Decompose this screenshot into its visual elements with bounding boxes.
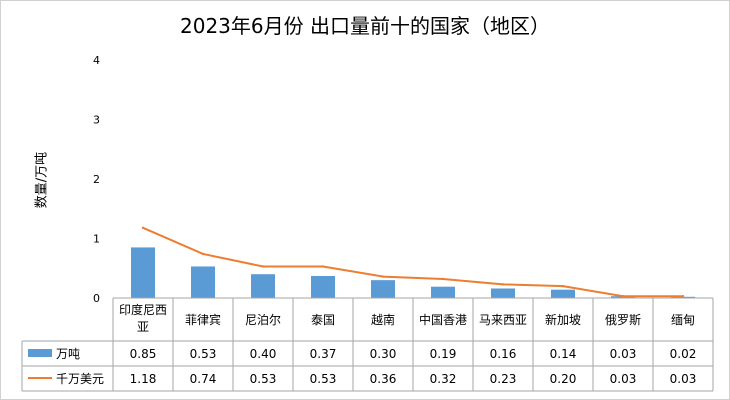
table-cell: 1.18 bbox=[130, 372, 157, 386]
category-label: 尼泊尔 bbox=[245, 312, 281, 327]
table-cell: 0.32 bbox=[430, 372, 457, 386]
line-point bbox=[261, 265, 265, 268]
category-label: 俄罗斯 bbox=[605, 313, 641, 327]
category-label: 印度尼西亚 bbox=[119, 302, 167, 334]
category-label: 新加坡 bbox=[545, 312, 581, 327]
bar bbox=[371, 280, 395, 298]
bar bbox=[551, 289, 575, 298]
table-cell: 0.53 bbox=[250, 372, 277, 386]
bar bbox=[431, 286, 455, 298]
table-cell: 0.16 bbox=[490, 347, 517, 361]
table-cell: 0.20 bbox=[550, 372, 577, 386]
line-point bbox=[381, 275, 385, 278]
table-cell: 0.74 bbox=[190, 372, 217, 386]
line-point bbox=[501, 283, 505, 286]
table-cell: 0.23 bbox=[490, 372, 517, 386]
category-label: 缅甸 bbox=[671, 313, 695, 327]
table-cell: 0.03 bbox=[670, 372, 697, 386]
chart-title: 2023年6月份 出口量前十的国家（地区） bbox=[180, 14, 550, 38]
legend-label: 万吨 bbox=[56, 347, 80, 361]
table-cell: 0.02 bbox=[670, 347, 697, 361]
line-series bbox=[142, 226, 683, 298]
table-cell: 0.36 bbox=[370, 372, 397, 386]
y-tick-label: 3 bbox=[93, 114, 100, 127]
table-cell: 0.03 bbox=[610, 347, 637, 361]
legend-label: 千万美元 bbox=[56, 372, 104, 386]
y-tick-label: 1 bbox=[93, 233, 100, 246]
bar bbox=[311, 275, 335, 298]
line-point bbox=[321, 265, 325, 268]
category-label: 马来西亚 bbox=[479, 313, 527, 327]
category-label: 菲律宾 bbox=[185, 312, 221, 327]
line-point bbox=[621, 295, 625, 298]
category-label: 泰国 bbox=[311, 313, 335, 327]
line-point bbox=[201, 252, 205, 256]
line-point bbox=[561, 284, 565, 288]
table-cell: 0.14 bbox=[550, 347, 577, 361]
legend-key-bar bbox=[28, 349, 52, 357]
y-tick-label: 4 bbox=[93, 54, 100, 67]
line-point bbox=[681, 295, 685, 298]
category-label: 越南 bbox=[371, 312, 395, 327]
bar bbox=[191, 266, 215, 298]
table-cell: 0.37 bbox=[310, 347, 337, 361]
y-tick-label: 2 bbox=[93, 173, 100, 186]
table-cell: 0.30 bbox=[370, 347, 397, 361]
bar bbox=[491, 288, 515, 298]
bar bbox=[131, 247, 155, 298]
table-cell: 0.40 bbox=[250, 347, 277, 361]
bar bbox=[251, 274, 275, 298]
table-cell: 0.19 bbox=[430, 347, 457, 361]
table-cell: 0.53 bbox=[310, 372, 337, 386]
table-cell: 0.85 bbox=[130, 347, 157, 361]
y-tick-label: 0 bbox=[93, 292, 100, 305]
line-point bbox=[441, 277, 445, 281]
category-label: 中国香港 bbox=[419, 312, 467, 327]
line-point bbox=[141, 226, 145, 229]
table-cell: 0.53 bbox=[190, 347, 217, 361]
table-cell: 0.03 bbox=[610, 372, 637, 386]
